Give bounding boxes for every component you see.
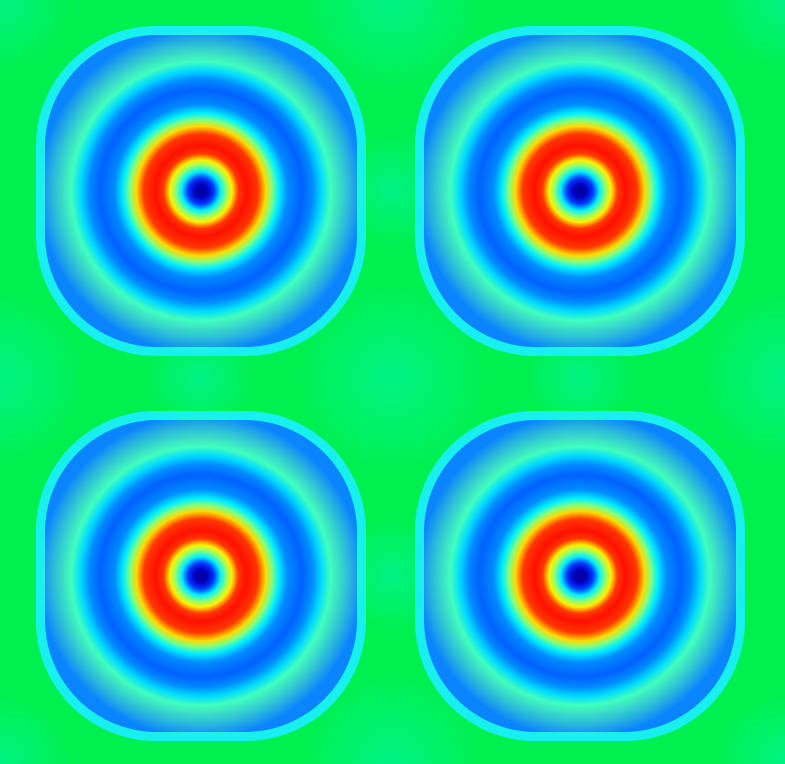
background-tint-7 [715, 0, 785, 70]
background-tint-5 [700, 293, 785, 463]
background-tint-8 [0, 694, 70, 764]
pattern-top-left [36, 26, 366, 356]
background-tint-9 [715, 694, 785, 764]
feature-layer [36, 26, 745, 741]
pattern-top-right [415, 26, 745, 356]
pattern-bottom-left [36, 411, 366, 741]
background-tint-6 [0, 0, 70, 70]
ring-profile [39, 414, 363, 738]
ring-profile [418, 414, 742, 738]
background-tint-4 [0, 293, 85, 463]
background-tint-2 [302, 0, 482, 90]
background-tint-3 [302, 674, 482, 764]
pattern-bottom-right [415, 411, 745, 741]
background-tint-1 [297, 283, 487, 473]
ring-profile [418, 29, 742, 353]
ring-profile [39, 29, 363, 353]
